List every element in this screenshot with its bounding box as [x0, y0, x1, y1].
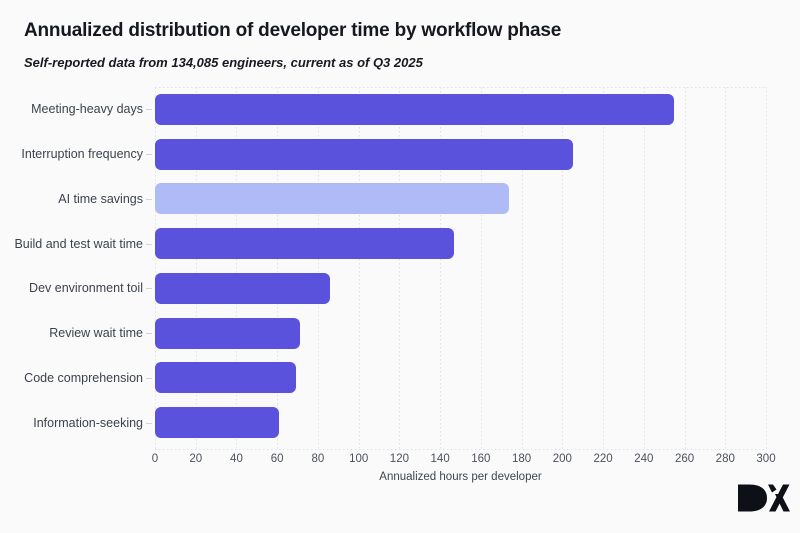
category-label: Review wait time [49, 326, 143, 341]
x-tick-label-200: 200 [552, 453, 572, 465]
chart-row: Interruption frequency [21, 132, 766, 177]
bar-build-and-test-wait-time [155, 228, 455, 260]
x-tick-labels: 0 20 40 60 80 100 120 140 160 180 200 220 240 260 280 3… [151, 453, 776, 467]
x-tick-label-180: 180 [512, 453, 532, 465]
plot-top-border [155, 87, 766, 88]
gridline-100 [358, 87, 360, 450]
chart-row: Review wait time [49, 311, 766, 356]
gridline-140 [440, 87, 442, 450]
y-tick-mark [146, 377, 152, 379]
bar-information-seeking [155, 407, 280, 439]
gridline-220 [603, 87, 605, 450]
bar-code-comprehension [155, 362, 296, 394]
y-tick-mark [146, 288, 152, 290]
gridline-200 [562, 87, 564, 450]
x-tick-label-220: 220 [593, 453, 613, 465]
y-tick-mark [146, 333, 152, 335]
chart-row: Dev environment toil [29, 266, 766, 311]
x-tick-label-260: 260 [674, 453, 695, 465]
chart-title: Annualized distribution of developer tim… [24, 20, 562, 41]
chart-row: Meeting-heavy days [31, 87, 766, 132]
gridline-60 [277, 87, 279, 450]
chart-row: Code comprehension [24, 356, 766, 401]
chart-row: Information-seeking [33, 400, 766, 445]
chart-row: AI time savings [58, 177, 766, 222]
x-tick-label-60: 60 [270, 453, 284, 465]
bar-dev-environment-toil [155, 272, 331, 304]
gridline-40 [236, 87, 238, 450]
gridline-160 [480, 87, 482, 450]
x-tick-label-20: 20 [189, 453, 203, 465]
x-tick-label-280: 280 [715, 453, 735, 465]
chart-row: Build and test wait time [14, 221, 766, 266]
x-tick-label-240: 240 [634, 453, 654, 465]
bar-rows: Meeting-heavy days Interruption frequency… [14, 87, 766, 445]
gridline-280 [725, 87, 727, 450]
category-label: Information-seeking [33, 415, 143, 430]
gridline-0 [155, 87, 156, 450]
bar-interruption-frequency [155, 138, 573, 170]
category-label: Dev environment toil [29, 281, 143, 296]
bar-ai-time-savings [155, 183, 510, 215]
chart-subtitle: Self-reported data from 134,085 engineer… [24, 55, 423, 70]
category-label: Build and test wait time [14, 236, 143, 251]
x-axis-title: Annualized hours per developer [379, 471, 542, 483]
y-tick-mark [146, 422, 152, 424]
x-tick-label-80: 80 [311, 453, 325, 465]
category-label: Meeting-heavy days [31, 102, 143, 117]
plot-area: Meeting-heavy days Interruption frequency… [14, 87, 767, 450]
x-tick-label-300: 300 [756, 453, 776, 465]
x-axis-line [155, 449, 766, 450]
gridline-20 [195, 87, 197, 450]
x-tick-label-140: 140 [430, 453, 450, 465]
gridline-260 [684, 87, 686, 450]
gridline-300 [766, 87, 767, 450]
gridline-120 [399, 87, 401, 450]
category-label: AI time savings [58, 191, 143, 206]
dx-logo [738, 484, 790, 512]
bar-review-wait-time [155, 317, 300, 349]
y-tick-mark [146, 109, 152, 111]
gridline-80 [317, 87, 319, 450]
x-tick-label-160: 160 [471, 453, 491, 465]
x-tick-label-40: 40 [230, 453, 243, 465]
gridline-180 [521, 87, 523, 450]
y-tick-mark [146, 154, 152, 156]
x-tick-label-120: 120 [389, 453, 409, 465]
y-tick-mark [146, 243, 152, 245]
dx-logo-icon [738, 484, 790, 512]
y-tick-mark [146, 198, 152, 200]
category-label: Code comprehension [24, 370, 143, 385]
category-label: Interruption frequency [21, 147, 143, 162]
bar-meeting-heavy-days [155, 93, 675, 125]
gridline-240 [643, 87, 645, 450]
x-tick-label-100: 100 [349, 453, 369, 465]
x-tick-label-0: 0 [151, 453, 159, 465]
